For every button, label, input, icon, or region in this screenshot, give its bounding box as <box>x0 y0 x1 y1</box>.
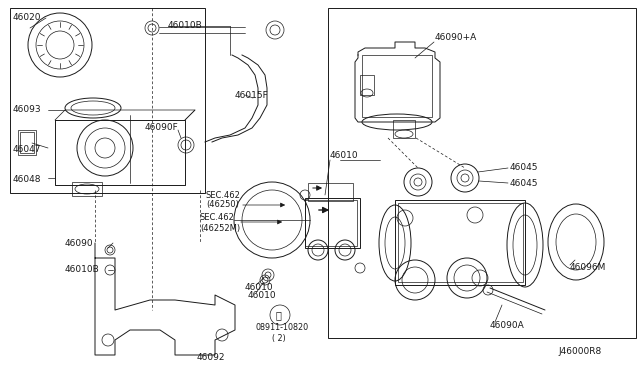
Text: 46090+A: 46090+A <box>435 33 477 42</box>
Bar <box>305 198 360 248</box>
Text: 46090A: 46090A <box>490 321 525 330</box>
Text: 46090: 46090 <box>65 238 93 247</box>
Text: 46020: 46020 <box>13 13 42 22</box>
Text: (46250): (46250) <box>206 201 239 209</box>
Text: 46010B: 46010B <box>65 266 100 275</box>
Text: 46096M: 46096M <box>570 263 606 273</box>
Text: ( 2): ( 2) <box>272 334 285 343</box>
Text: 46048: 46048 <box>13 176 42 185</box>
Text: 08911-10820: 08911-10820 <box>255 324 308 333</box>
Bar <box>10 8 205 193</box>
Bar <box>72 182 102 196</box>
Text: 46010: 46010 <box>330 151 358 160</box>
Text: 46090F: 46090F <box>145 124 179 132</box>
Bar <box>328 8 636 338</box>
Text: J46000R8: J46000R8 <box>558 347 601 356</box>
Bar <box>395 200 525 285</box>
Bar <box>305 200 357 246</box>
Text: 46047: 46047 <box>13 145 42 154</box>
Text: 46010B: 46010B <box>168 22 203 31</box>
Text: Ⓝ: Ⓝ <box>275 310 281 320</box>
Bar <box>360 75 374 95</box>
Text: 46045: 46045 <box>510 164 538 173</box>
Text: 46010: 46010 <box>245 282 274 292</box>
Bar <box>18 130 36 155</box>
Text: SEC.462: SEC.462 <box>200 214 235 222</box>
Text: 46092: 46092 <box>197 353 225 362</box>
Text: (46252M): (46252M) <box>200 224 240 232</box>
Text: SEC.462: SEC.462 <box>206 190 241 199</box>
Text: 46010: 46010 <box>248 291 276 299</box>
Bar <box>20 132 34 153</box>
Text: 46093: 46093 <box>13 106 42 115</box>
Bar <box>393 120 415 138</box>
Text: 46045: 46045 <box>510 179 538 187</box>
Bar <box>362 55 432 117</box>
Text: 46015F: 46015F <box>235 90 269 99</box>
Bar <box>398 203 523 282</box>
Bar <box>308 183 353 201</box>
